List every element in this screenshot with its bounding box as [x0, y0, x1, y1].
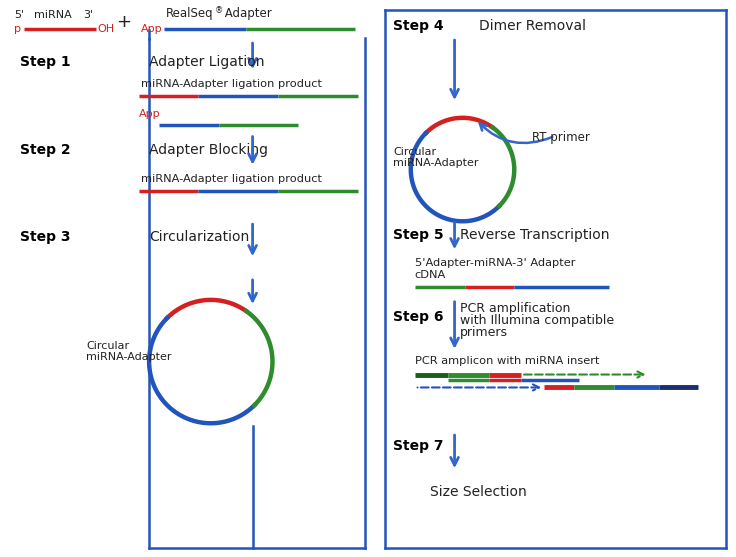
Text: ®: ®: [215, 6, 223, 15]
Text: PCR amplification: PCR amplification: [459, 302, 570, 315]
Text: RT primer: RT primer: [532, 131, 590, 144]
Text: RealSeq: RealSeq: [166, 7, 213, 20]
Text: Step 2: Step 2: [20, 143, 71, 157]
Text: Adapter: Adapter: [221, 7, 272, 20]
Text: with Illumina compatible: with Illumina compatible: [459, 314, 614, 328]
Text: Reverse Transcription: Reverse Transcription: [459, 228, 609, 242]
Text: Adapter Ligation: Adapter Ligation: [149, 55, 265, 69]
Text: cDNA: cDNA: [415, 270, 446, 280]
Text: Adapter Blocking: Adapter Blocking: [149, 143, 268, 157]
Text: PCR amplicon with miRNA insert: PCR amplicon with miRNA insert: [415, 355, 599, 365]
Text: Circular
miRNA-Adapter: Circular miRNA-Adapter: [393, 147, 478, 168]
Text: 3': 3': [83, 11, 93, 20]
Text: 5': 5': [14, 11, 24, 20]
Text: Step 6: Step 6: [393, 310, 443, 324]
Text: miRNA-Adapter ligation product: miRNA-Adapter ligation product: [141, 79, 322, 89]
Text: 5'Adapter-miRNA-3' Adapter: 5'Adapter-miRNA-3' Adapter: [415, 258, 576, 268]
Text: App: App: [139, 109, 160, 119]
Text: App: App: [141, 25, 163, 34]
Text: Step 1: Step 1: [20, 55, 71, 69]
Text: Size Selection: Size Selection: [430, 485, 526, 499]
Text: Circularization: Circularization: [149, 230, 250, 244]
Text: p: p: [14, 25, 21, 34]
Text: Step 5: Step 5: [393, 228, 444, 242]
Text: Step 3: Step 3: [20, 230, 70, 244]
Text: OH: OH: [97, 25, 115, 34]
Text: miRNA-Adapter ligation product: miRNA-Adapter ligation product: [141, 174, 322, 184]
Text: Circular
miRNA-Adapter: Circular miRNA-Adapter: [86, 341, 172, 363]
Text: miRNA: miRNA: [34, 11, 71, 20]
Text: Step 7: Step 7: [393, 439, 443, 453]
Text: Dimer Removal: Dimer Removal: [479, 19, 587, 33]
Text: primers: primers: [459, 326, 508, 339]
Text: Step 4: Step 4: [393, 19, 444, 33]
Text: +: +: [116, 13, 131, 31]
